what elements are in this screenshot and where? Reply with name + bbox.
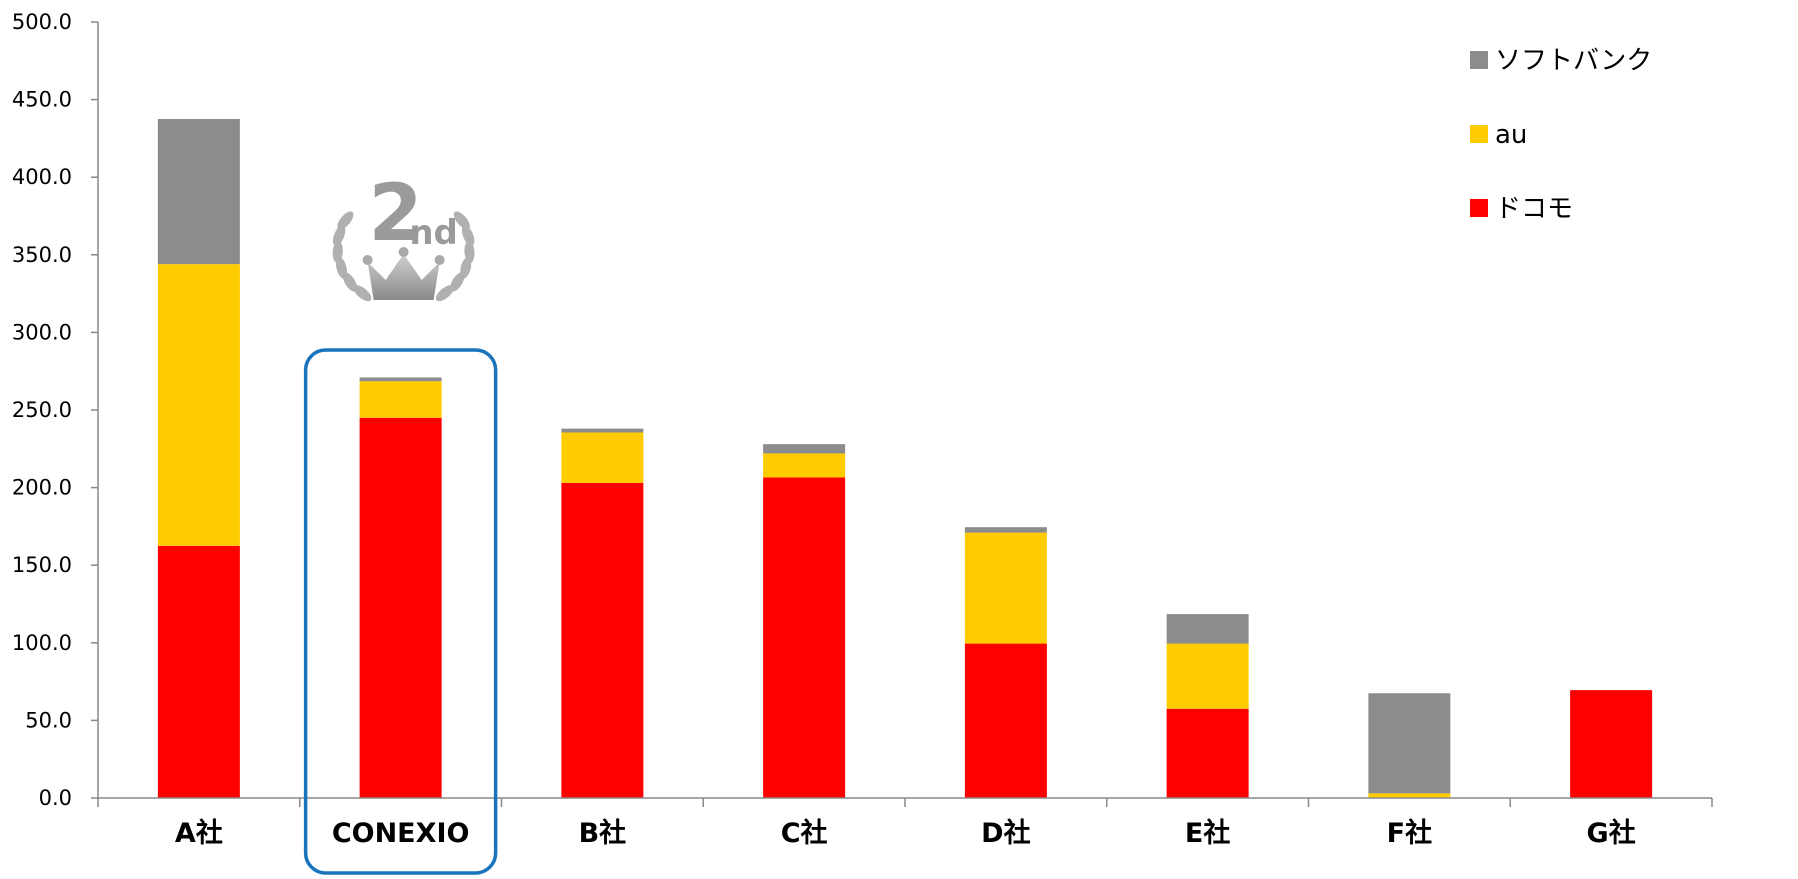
laurel-icon [435, 211, 475, 302]
legend-label: ドコモ [1495, 194, 1573, 224]
bar-segment [561, 428, 644, 433]
legend-item: au [1470, 120, 1527, 150]
y-tick-label: 350.0 [12, 243, 72, 267]
bar-segment [359, 377, 442, 382]
x-tick-label: B社 [579, 817, 627, 849]
crown-jewel [362, 255, 373, 265]
bar-segment [763, 453, 846, 478]
x-tick-label: CONEXIO [332, 818, 470, 849]
bar-segment [157, 119, 240, 265]
crown-icon [367, 254, 440, 300]
bar-segment [157, 545, 240, 798]
rank-badge: 2nd [332, 169, 475, 302]
bar-segment [763, 444, 846, 454]
laurel-leaf [337, 211, 354, 230]
legend-swatch [1470, 199, 1488, 217]
legend-swatch [1470, 51, 1488, 69]
crown-jewel [398, 247, 409, 257]
bar-segment [359, 381, 442, 418]
bar-segment [157, 264, 240, 546]
y-tick-label: 0.0 [39, 786, 72, 810]
legend-label: ソフトバンク [1495, 46, 1652, 76]
legend-item: ドコモ [1470, 194, 1573, 224]
x-tick-label: D社 [981, 817, 1030, 849]
bar-segment [1368, 693, 1451, 794]
laurel-leaf [453, 211, 470, 230]
y-tick-label: 250.0 [12, 398, 72, 422]
y-tick-label: 50.0 [25, 708, 72, 732]
x-tick-label: E社 [1185, 817, 1230, 849]
highlight-frame [303, 348, 498, 875]
badge-number: 2 [368, 169, 422, 259]
laurel-leaf [461, 225, 475, 246]
laurel-leaf [435, 285, 454, 302]
x-tick-label: G社 [1587, 817, 1636, 849]
bar-segment [561, 482, 644, 798]
bar-segment [964, 532, 1047, 644]
legend-item: ソフトバンク [1470, 46, 1652, 76]
x-tick-label: A社 [175, 817, 223, 849]
legend-label: au [1495, 120, 1527, 150]
bar-segment [561, 432, 644, 483]
crown-jewel [434, 255, 445, 265]
x-tick-label: C社 [781, 817, 828, 849]
badge-suffix: nd [409, 213, 458, 253]
y-tick-label: 400.0 [12, 165, 72, 189]
bar-segment [763, 477, 846, 798]
y-tick-label: 450.0 [12, 88, 72, 112]
x-tick-label: F社 [1387, 817, 1432, 849]
bar-segment [1166, 614, 1249, 644]
y-tick-label: 150.0 [12, 553, 72, 577]
bar-segment [1368, 793, 1451, 798]
bar-segment [964, 527, 1047, 533]
laurel-icon [332, 211, 372, 302]
bar-segment [359, 417, 442, 798]
y-tick-label: 500.0 [12, 10, 72, 34]
laurel-leaf [353, 285, 372, 302]
bar-segment [1166, 708, 1249, 798]
bar-segment [964, 643, 1047, 798]
bar-segment [1570, 690, 1653, 798]
y-tick-label: 300.0 [12, 320, 72, 344]
legend-swatch [1470, 125, 1488, 143]
y-tick-label: 100.0 [12, 631, 72, 655]
y-tick-label: 200.0 [12, 476, 72, 500]
laurel-leaf [332, 225, 346, 246]
bar-segment [1166, 643, 1249, 709]
